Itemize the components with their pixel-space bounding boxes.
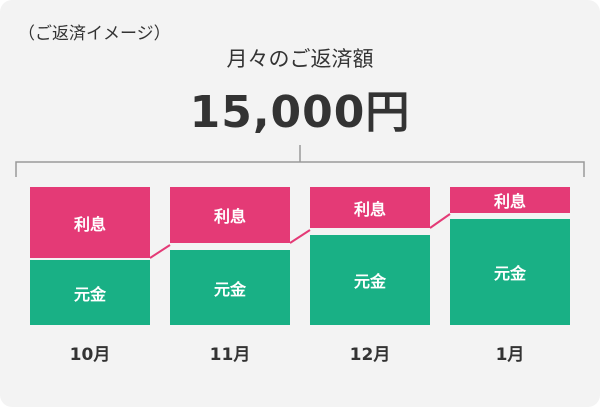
- principal-label-4: 元金: [493, 264, 526, 283]
- principal-bar-2: 元金: [170, 250, 290, 325]
- principal-bar-3: 元金: [310, 235, 430, 325]
- interest-label-4: 利息: [493, 192, 526, 211]
- monthly-payment-amount: 15,000円: [189, 87, 411, 138]
- interest-bar-3: 利息: [310, 187, 430, 228]
- month-label-4: 1月: [495, 345, 525, 365]
- principal-bar-4: 元金: [450, 219, 570, 325]
- connector-line-3: [429, 213, 451, 229]
- principal-label-1: 元金: [73, 284, 106, 304]
- principal-bar-1: 元金: [30, 260, 150, 325]
- monthly-payment-label: 月々のご返済額: [226, 47, 374, 71]
- interest-label-3: 利息: [353, 199, 386, 219]
- interest-label-1: 利息: [73, 214, 106, 234]
- month-label-3: 12月: [349, 345, 391, 365]
- interest-bar-2: 利息: [170, 187, 290, 243]
- interest-bar-4: 利息: [450, 187, 570, 213]
- principal-label-2: 元金: [213, 279, 246, 299]
- connector-line-1: [149, 244, 171, 259]
- interest-label-2: 利息: [213, 207, 246, 226]
- interest-bar-1: 利息: [30, 187, 150, 258]
- month-label-2: 11月: [209, 345, 251, 365]
- principal-label-3: 元金: [353, 272, 386, 291]
- caption: （ご返済イメージ）: [18, 24, 171, 44]
- month-label-1: 10月: [69, 345, 111, 365]
- connector-line-2: [289, 229, 311, 244]
- bracket: [15, 145, 585, 177]
